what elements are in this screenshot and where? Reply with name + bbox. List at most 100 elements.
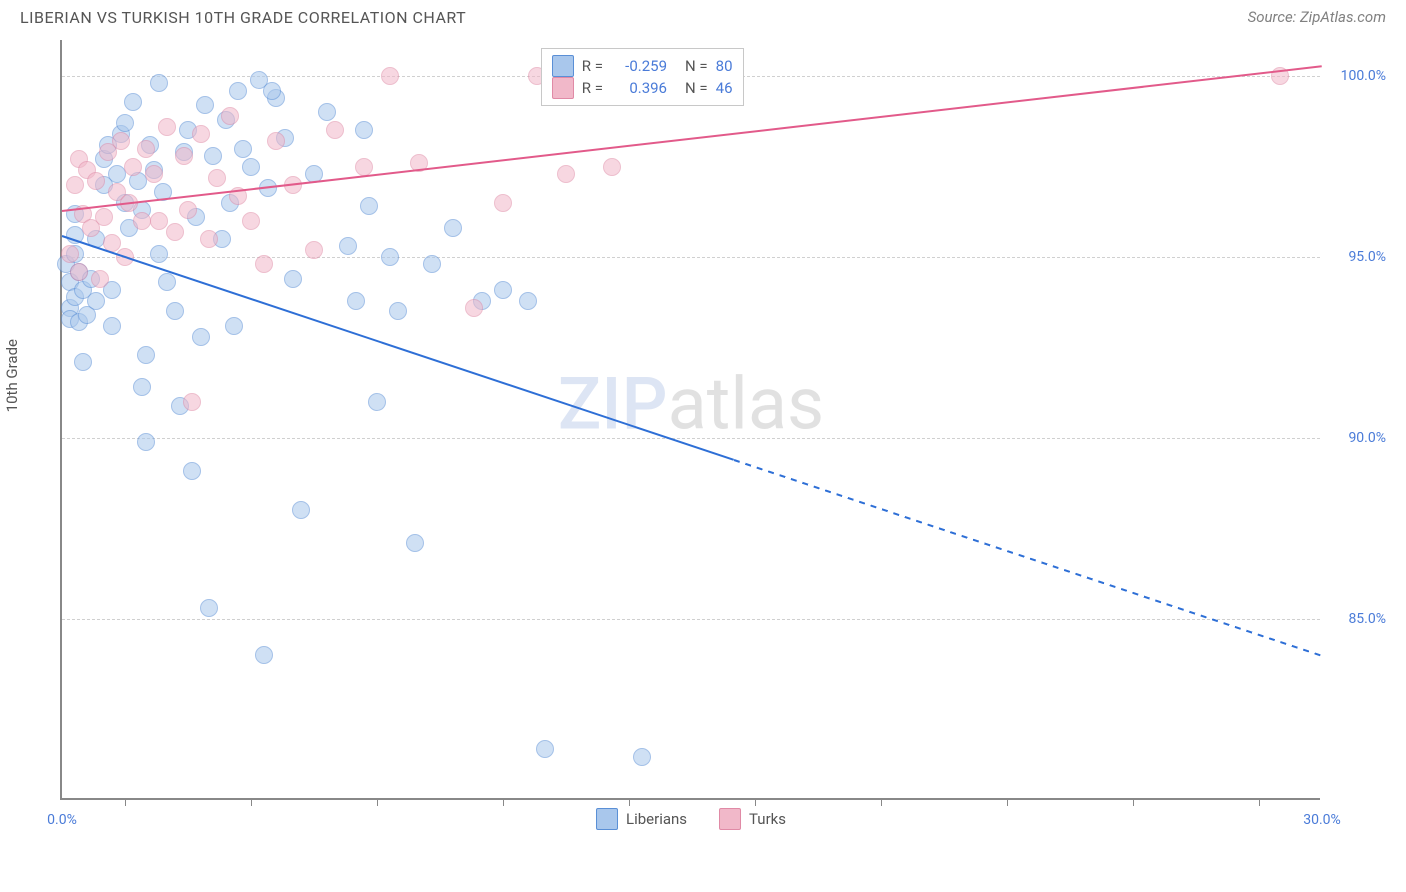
scatter-point-liberians	[200, 599, 218, 617]
legend-label: Liberians	[626, 810, 687, 828]
scatter-point-liberians	[234, 140, 252, 158]
x-tick	[125, 798, 126, 806]
scatter-point-liberians	[242, 158, 260, 176]
y-tick-label: 100.0%	[1341, 68, 1386, 84]
scatter-point-liberians	[347, 292, 365, 310]
scatter-point-liberians	[196, 96, 214, 114]
scatter-point-turks	[66, 176, 84, 194]
scatter-point-liberians	[204, 147, 222, 165]
scatter-point-turks	[494, 194, 512, 212]
chart-title: LIBERIAN VS TURKISH 10TH GRADE CORRELATI…	[20, 8, 466, 27]
scatter-point-turks	[175, 147, 193, 165]
source-attribution: Source: ZipAtlas.com	[1248, 8, 1386, 26]
x-tick	[1259, 798, 1260, 806]
scatter-point-turks	[326, 121, 344, 139]
stats-r-label: R =	[582, 79, 603, 97]
scatter-point-turks	[255, 255, 273, 273]
scatter-point-turks	[158, 118, 176, 136]
scatter-point-turks	[124, 158, 142, 176]
gridline-h	[62, 438, 1320, 439]
scatter-point-liberians	[183, 462, 201, 480]
scatter-point-liberians	[192, 328, 210, 346]
scatter-point-liberians	[284, 270, 302, 288]
scatter-point-liberians	[633, 748, 651, 766]
scatter-chart: 10th Grade ZIPatlas LiberiansTurks 85.0%…	[20, 40, 1386, 840]
stats-n-label: N =	[685, 79, 708, 97]
scatter-point-liberians	[494, 281, 512, 299]
scatter-point-liberians	[519, 292, 537, 310]
plot-area: ZIPatlas LiberiansTurks 85.0%90.0%95.0%1…	[60, 40, 1320, 800]
scatter-point-liberians	[124, 93, 142, 111]
scatter-point-liberians	[166, 302, 184, 320]
y-tick-label: 85.0%	[1348, 611, 1386, 627]
scatter-point-liberians	[381, 248, 399, 266]
stats-n-value: 46	[716, 79, 733, 97]
stats-box: R = -0.259 N = 80 R = 0.396 N = 46	[541, 48, 744, 106]
scatter-point-turks	[603, 158, 621, 176]
scatter-point-turks	[267, 132, 285, 150]
legend-item: Liberians	[596, 808, 687, 830]
scatter-point-liberians	[263, 82, 281, 100]
x-tick-label: 30.0%	[1303, 812, 1341, 828]
trend-line-liberians-dashed	[734, 459, 1323, 657]
scatter-point-liberians	[137, 346, 155, 364]
scatter-point-liberians	[108, 165, 126, 183]
stats-swatch	[552, 55, 574, 77]
scatter-point-turks	[179, 201, 197, 219]
scatter-point-turks	[87, 172, 105, 190]
scatter-point-turks	[242, 212, 260, 230]
gridline-h	[62, 619, 1320, 620]
y-tick-label: 90.0%	[1348, 430, 1386, 446]
legend-label: Turks	[749, 810, 786, 828]
scatter-point-liberians	[133, 378, 151, 396]
trend-line-liberians	[62, 235, 735, 461]
legend-swatch	[719, 808, 741, 830]
scatter-point-turks	[305, 241, 323, 259]
stats-r-label: R =	[582, 57, 603, 75]
scatter-point-turks	[61, 245, 79, 263]
x-tick	[503, 798, 504, 806]
scatter-point-turks	[192, 125, 210, 143]
y-axis-label: 10th Grade	[3, 339, 21, 412]
watermark-part2: atlas	[668, 361, 825, 446]
scatter-point-liberians	[158, 273, 176, 291]
x-tick	[1133, 798, 1134, 806]
scatter-point-liberians	[103, 317, 121, 335]
scatter-point-turks	[355, 158, 373, 176]
scatter-point-liberians	[406, 534, 424, 552]
watermark: ZIPatlas	[558, 361, 824, 446]
scatter-point-turks	[150, 212, 168, 230]
x-tick-label: 0.0%	[47, 812, 77, 828]
scatter-point-liberians	[229, 82, 247, 100]
scatter-point-turks	[70, 263, 88, 281]
scatter-point-liberians	[255, 646, 273, 664]
stats-swatch	[552, 77, 574, 99]
scatter-point-liberians	[536, 740, 554, 758]
x-tick	[251, 798, 252, 806]
stats-r-value: 0.396	[611, 79, 667, 97]
stats-n-label: N =	[685, 57, 708, 75]
x-tick	[881, 798, 882, 806]
stats-row: R = -0.259 N = 80	[552, 55, 733, 77]
scatter-point-turks	[145, 165, 163, 183]
scatter-point-liberians	[150, 74, 168, 92]
y-tick-label: 95.0%	[1348, 249, 1386, 265]
stats-r-value: -0.259	[611, 57, 667, 75]
scatter-point-liberians	[360, 197, 378, 215]
scatter-point-turks	[465, 299, 483, 317]
scatter-point-liberians	[368, 393, 386, 411]
stats-row: R = 0.396 N = 46	[552, 77, 733, 99]
scatter-point-liberians	[389, 302, 407, 320]
scatter-point-turks	[166, 223, 184, 241]
scatter-point-liberians	[116, 114, 134, 132]
x-tick	[629, 798, 630, 806]
legend-item: Turks	[719, 808, 786, 830]
scatter-point-turks	[200, 230, 218, 248]
scatter-point-turks	[557, 165, 575, 183]
legend: Liberians Turks	[596, 808, 786, 830]
scatter-point-liberians	[423, 255, 441, 273]
legend-swatch	[596, 808, 618, 830]
x-tick	[755, 798, 756, 806]
stats-n-value: 80	[716, 57, 733, 75]
scatter-point-turks	[221, 107, 239, 125]
